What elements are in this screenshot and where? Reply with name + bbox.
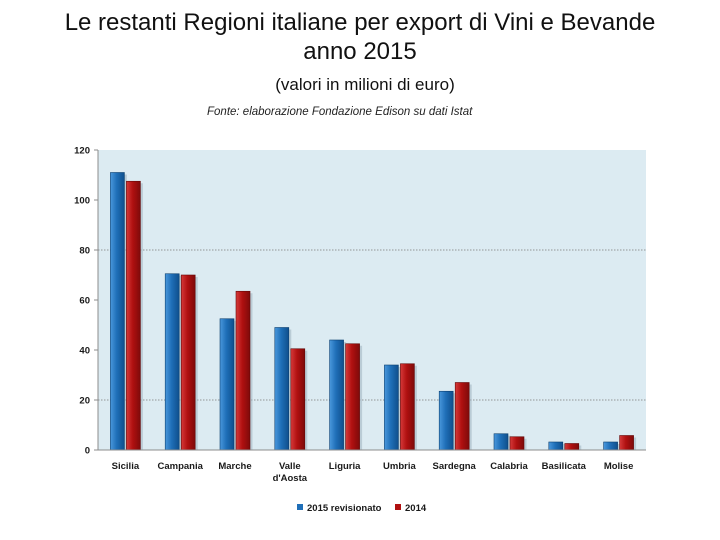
y-tick-label: 20 — [79, 396, 90, 407]
title-line-1: Le restanti Regioni italiane per export … — [64, 9, 656, 36]
bar-series-2015 — [329, 339, 344, 451]
bar-series-2014 — [126, 180, 141, 451]
y-tick-label: 40 — [79, 346, 90, 357]
bar-series-2015 — [548, 441, 564, 451]
legend-label: 2015 revisionato — [307, 503, 382, 514]
y-tick-label: 0 — [85, 446, 90, 457]
bar-series-2014 — [619, 435, 634, 451]
bar-series-2014 — [454, 382, 470, 451]
bar-series-2015 — [274, 327, 290, 451]
chart-subtitle: (valori in milioni di euro) — [275, 75, 455, 94]
x-tick-label: Basilicata — [542, 461, 587, 472]
legend-swatch — [395, 504, 401, 510]
x-tick-label: Valle — [279, 461, 301, 472]
y-tick-label: 80 — [79, 246, 90, 257]
bar-series-2014 — [345, 343, 360, 451]
bar-series-2015 — [438, 390, 454, 451]
bar-series-2015 — [384, 364, 399, 451]
bar-series-2015 — [219, 318, 235, 451]
x-tick-label: Sicilia — [112, 461, 140, 472]
bar-series-2014 — [400, 363, 415, 451]
x-tick-label: Sardegna — [433, 461, 477, 472]
bar-series-2014 — [290, 348, 306, 451]
y-tick-label: 100 — [74, 196, 90, 207]
bar-series-2014 — [235, 290, 251, 451]
x-tick-label: d'Aosta — [273, 473, 308, 484]
bar-series-2014 — [564, 443, 580, 451]
x-tick-label: Campania — [157, 461, 203, 472]
x-tick-label: Marche — [218, 461, 251, 472]
x-tick-label: Molise — [604, 461, 634, 472]
x-tick-label: Umbria — [383, 461, 416, 472]
chart-title: Le restanti Regioni italiane per export … — [0, 8, 720, 66]
x-tick-label: Calabria — [490, 461, 528, 472]
legend-swatch — [297, 504, 303, 510]
bar-series-2014 — [180, 274, 196, 451]
title-line-2: anno 2015 — [303, 38, 417, 65]
bar-series-2015 — [164, 273, 180, 451]
y-tick-label: 60 — [79, 296, 90, 307]
legend-label: 2014 — [405, 503, 427, 514]
bar-series-2015 — [110, 172, 125, 451]
y-tick-label: 120 — [74, 146, 90, 157]
bar-series-2015 — [493, 433, 509, 451]
bar-series-2014 — [509, 436, 525, 451]
bar-series-2015 — [603, 441, 618, 451]
source-note: Fonte: elaborazione Fondazione Edison su… — [207, 106, 473, 118]
x-tick-label: Liguria — [329, 461, 361, 472]
